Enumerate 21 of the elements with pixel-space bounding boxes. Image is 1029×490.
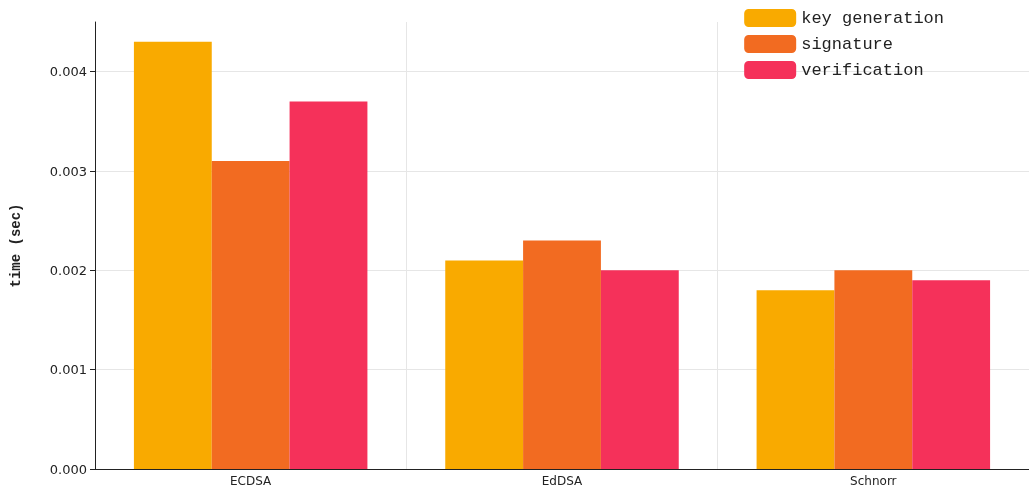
x-tick-label: ECDSA [230, 474, 273, 488]
bar [445, 260, 524, 469]
legend-label: key generation [801, 8, 944, 28]
legend-label: verification [801, 60, 924, 80]
x-tick-label: EdDSA [541, 474, 584, 488]
y-tick-label: 0.002 [49, 262, 87, 278]
bar [756, 290, 835, 469]
bar [523, 240, 601, 469]
bar [211, 161, 290, 469]
x-tick-label: Schnorr [850, 474, 897, 488]
y-tick-label: 0.003 [49, 163, 87, 179]
y-tick-label: 0.004 [49, 64, 87, 80]
bar [133, 41, 212, 469]
y-tick-label: 0.001 [49, 362, 87, 378]
y-axis-title: time (sec) [8, 203, 24, 288]
legend-label: signature [801, 34, 893, 54]
bar [600, 270, 679, 469]
bar [834, 270, 913, 469]
bar [912, 280, 991, 469]
bar [289, 101, 368, 469]
y-tick-label: 0.000 [49, 461, 87, 477]
